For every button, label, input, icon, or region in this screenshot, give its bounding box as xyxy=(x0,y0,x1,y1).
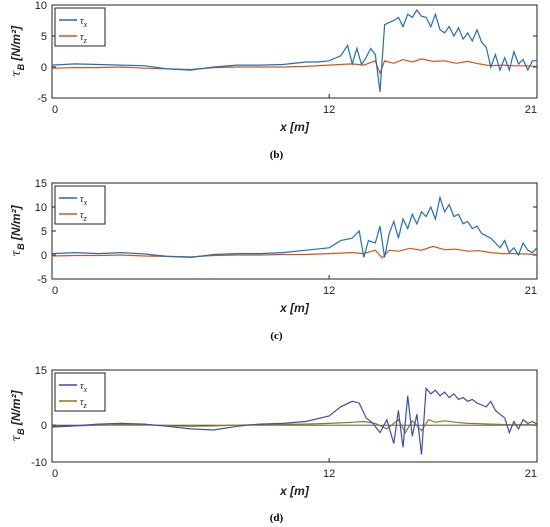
plot-area xyxy=(51,182,538,280)
x-axis-label: x [m] xyxy=(279,484,310,498)
y-axis-label: τB [N/m²] xyxy=(9,25,26,77)
legend-box xyxy=(54,7,106,47)
panel-caption: (d) xyxy=(270,512,284,524)
x-tick-label: 12 xyxy=(323,104,335,116)
x-tick-label: 21 xyxy=(525,468,537,480)
x-tick-label: 12 xyxy=(323,285,335,297)
x-tick-label: 0 xyxy=(52,468,58,480)
y-tick-label: -5 xyxy=(37,274,47,286)
x-tick-label: 12 xyxy=(323,468,335,480)
y-tick-label: 15 xyxy=(35,365,47,377)
legend-box xyxy=(54,185,106,225)
legend-label: τz xyxy=(80,210,88,223)
legend: τx τz xyxy=(54,185,106,225)
legend-label: τx xyxy=(80,381,88,394)
panel-caption: (c) xyxy=(270,330,283,342)
y-tick-label: 0 xyxy=(41,420,47,432)
legend: τx τz xyxy=(54,372,106,412)
x-tick-label: 0 xyxy=(52,104,58,116)
legend-label: τz xyxy=(80,32,88,45)
legend-label: τx xyxy=(80,194,88,207)
chart-panel-1: -5 0 5 10 15 0 12 21 τx τz x [m] τB [N/m²] (c) xyxy=(9,178,538,342)
legend-box xyxy=(54,372,106,412)
y-tick-label: 0 xyxy=(41,62,47,74)
legend-label: τx xyxy=(80,16,88,29)
chart-panel-2: -10 0 15 0 12 21 τx τz x [m] τB [N/m²] (d) xyxy=(9,365,538,524)
legend-label: τz xyxy=(80,397,88,410)
panel-caption: (b) xyxy=(270,149,284,161)
y-tick-label: 0 xyxy=(41,250,47,262)
y-tick-label: 10 xyxy=(35,202,47,214)
series-line-tau-x xyxy=(52,195,537,259)
series-line-tau-z xyxy=(52,418,537,434)
y-tick-label: -5 xyxy=(37,93,47,105)
legend: τx τz xyxy=(54,7,106,47)
series-line-tau-x xyxy=(52,8,537,92)
x-tick-label: 0 xyxy=(52,285,58,297)
series-line-tau-x xyxy=(52,386,537,455)
x-tick-label: 21 xyxy=(525,285,537,297)
chart-panel-0: -5 0 5 10 0 12 21 τx τz x [m] τB [N/m²] (b) xyxy=(9,0,538,161)
plot-area xyxy=(51,4,538,99)
y-tick-label: 15 xyxy=(35,178,47,190)
plot-area xyxy=(51,369,538,463)
y-tick-label: 5 xyxy=(41,31,47,43)
y-tick-label: 5 xyxy=(41,226,47,238)
x-tick-label: 21 xyxy=(525,104,537,116)
y-axis-label: τB [N/m²] xyxy=(9,204,26,256)
x-axis-label: x [m] xyxy=(279,120,310,134)
y-tick-label: 10 xyxy=(35,0,47,12)
x-axis-label: x [m] xyxy=(279,301,310,315)
y-axis-label: τB [N/m²] xyxy=(9,389,26,441)
y-tick-label: -10 xyxy=(31,457,47,469)
